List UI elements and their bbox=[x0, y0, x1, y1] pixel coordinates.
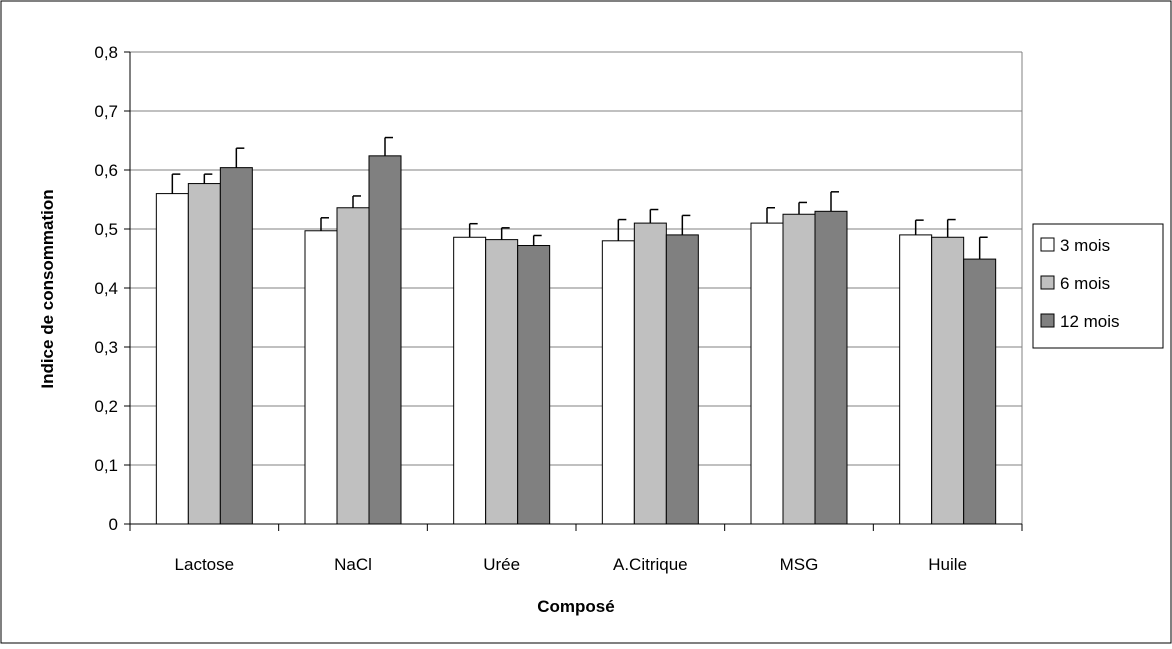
bar bbox=[633, 222, 667, 525]
legend-swatch bbox=[1040, 237, 1055, 252]
y-tick-label: 0,6 bbox=[94, 161, 118, 180]
legend-swatch bbox=[1040, 313, 1055, 328]
bar bbox=[601, 240, 635, 525]
bar bbox=[899, 234, 933, 525]
bar bbox=[665, 234, 699, 525]
y-tick-label: 0,5 bbox=[94, 220, 118, 239]
legend-swatch bbox=[1040, 275, 1055, 290]
bar bbox=[368, 155, 402, 525]
bar bbox=[219, 167, 253, 525]
bar bbox=[931, 236, 965, 525]
x-tick-label: NaCl bbox=[334, 555, 372, 574]
bar bbox=[814, 210, 848, 525]
y-tick-label: 0,1 bbox=[94, 456, 118, 475]
bar bbox=[963, 258, 997, 525]
legend-label: 3 mois bbox=[1060, 236, 1110, 255]
x-tick-label: Urée bbox=[483, 555, 520, 574]
bar bbox=[336, 207, 370, 525]
bar bbox=[485, 239, 519, 525]
legend-label: 12 mois bbox=[1060, 312, 1120, 331]
y-tick-label: 0,3 bbox=[94, 338, 118, 357]
axes: 0 0,1 0,2 0,3 0,4 0,5 0,6 0,7 0,8 Lactose NaCl Urée… bbox=[94, 43, 1023, 574]
x-tick-label: Lactose bbox=[175, 555, 235, 574]
y-tick-label: 0,8 bbox=[94, 43, 118, 62]
bar bbox=[187, 183, 221, 525]
y-tick-label: 0,7 bbox=[94, 102, 118, 121]
bars bbox=[155, 136, 997, 525]
x-tick-label: MSG bbox=[780, 555, 819, 574]
y-tick-label: 0 bbox=[109, 515, 118, 534]
bar bbox=[453, 236, 487, 525]
gridlines bbox=[130, 51, 1023, 524]
bar bbox=[750, 222, 784, 525]
x-axis-title: Composé bbox=[537, 597, 614, 616]
legend-box bbox=[1032, 223, 1164, 349]
legend-label: 6 mois bbox=[1060, 274, 1110, 293]
x-tick-label: A.Citrique bbox=[613, 555, 688, 574]
y-tick-label: 0,4 bbox=[94, 279, 118, 298]
legend: 3 mois 6 mois 12 mois bbox=[1032, 223, 1164, 349]
bar bbox=[517, 245, 551, 525]
bar bbox=[304, 230, 338, 525]
bar bbox=[782, 213, 816, 525]
y-tick-label: 0,2 bbox=[94, 397, 118, 416]
x-tick-label: Huile bbox=[928, 555, 967, 574]
y-axis-title: Indice de consommation bbox=[38, 189, 57, 388]
bar bbox=[155, 193, 189, 525]
